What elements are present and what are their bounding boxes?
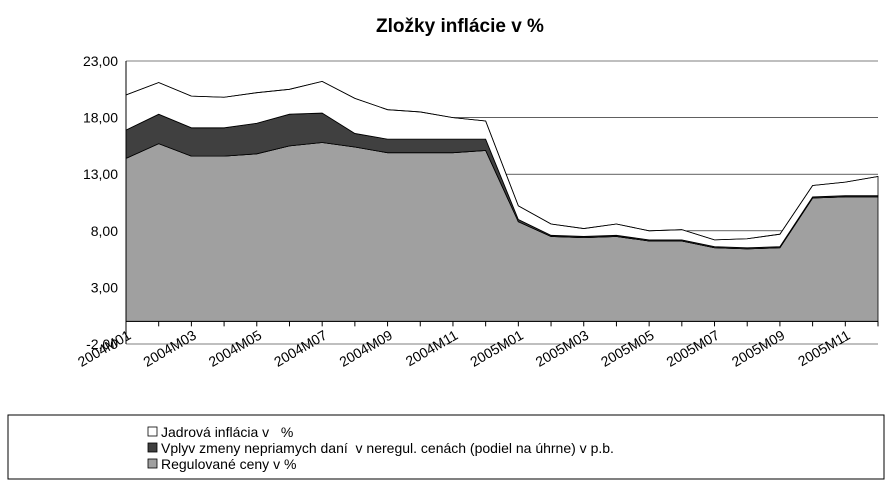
x-tick-label: 2005M11: [795, 327, 853, 370]
x-tick-label: 2004M09: [336, 327, 395, 370]
legend-label: Regulované ceny v %: [161, 456, 296, 472]
y-tick-label: 18,00: [83, 110, 118, 126]
x-tick-label: 2005M07: [663, 327, 722, 370]
y-tick-label: -2,00: [86, 336, 118, 352]
x-tick-label: 2004M01: [75, 327, 134, 370]
legend-swatch: [147, 426, 158, 437]
y-tick-label: 3,00: [91, 279, 118, 295]
legend-swatch: [147, 442, 158, 453]
legend-swatch: [147, 458, 158, 469]
chart-title: Zložky inflácie v %: [376, 16, 544, 37]
x-tick-label: 2004M05: [206, 327, 265, 370]
y-tick-label: 8,00: [91, 223, 118, 239]
x-tick-label: 2005M03: [533, 327, 592, 370]
area-top-edge: [125, 80, 879, 241]
y-tick-label: 13,00: [83, 166, 118, 182]
legend-label: Vplyv zmeny nepriamych daní v neregul. c…: [161, 440, 614, 456]
x-tick-label: 2004M03: [140, 327, 199, 370]
x-tick-label: 2005M01: [467, 327, 526, 370]
x-tick-label: 2004M11: [403, 327, 461, 370]
x-tick-label: 2005M05: [598, 327, 657, 370]
x-tick-label: 2004M07: [271, 327, 330, 370]
y-tick-label: 23,00: [83, 53, 118, 69]
x-tick-label: 2005M09: [729, 327, 788, 370]
legend-label: Jadrová inflácia v %: [161, 424, 293, 440]
